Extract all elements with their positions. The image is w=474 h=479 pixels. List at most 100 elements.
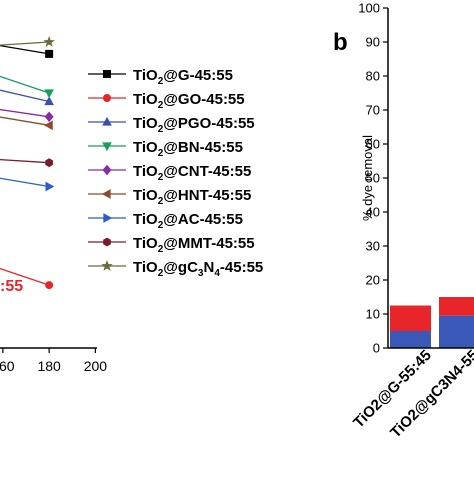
series-line	[0, 116, 50, 126]
data-point-marker	[102, 164, 112, 176]
bar-segment	[439, 315, 474, 348]
legend-label-subscript: 2	[158, 100, 164, 111]
legend-label-subscript: 2	[158, 268, 164, 279]
data-point-marker	[43, 35, 55, 47]
legend-label: TiO2@GO-45:55	[133, 91, 245, 111]
legend-entry-8: TiO2@MMT-45:55	[88, 235, 255, 255]
data-point-marker	[103, 237, 111, 247]
bar-segment	[390, 331, 431, 348]
panel-a-x-ticks: 160 180 200	[0, 348, 107, 374]
panel-b-y-tick-label: 10	[366, 307, 380, 322]
series-line	[0, 44, 50, 55]
legend-label-text: TiO	[133, 139, 158, 156]
legend-entry-4: TiO2@BN-45:55	[88, 139, 243, 159]
legend-label-subscript: 2	[158, 148, 164, 159]
legend-label-text: @PGO-45:55	[163, 115, 254, 132]
data-point-marker	[45, 49, 54, 58]
legend-label: TiO2@MMT-45:55	[133, 235, 255, 255]
data-point-marker	[44, 111, 54, 123]
panel-a-line-chart: 160 180 200 :55	[0, 35, 107, 374]
data-point-marker	[103, 94, 112, 103]
legend-entry-9: TiO2@gC3N4-45:55	[88, 259, 263, 279]
legend-label-text: TiO	[133, 211, 158, 228]
bar-segment	[439, 297, 474, 316]
legend-label: TiO2@gC3N4-45:55	[133, 259, 263, 279]
data-point-marker	[44, 96, 54, 106]
panel-a-annotation: :55	[0, 278, 23, 295]
data-point-marker	[45, 158, 53, 168]
series-line	[0, 89, 50, 103]
legend-label-subscript: 2	[158, 220, 164, 231]
series-8	[0, 158, 53, 168]
panel-b-y-tick-label: 40	[366, 205, 380, 220]
data-point-marker	[103, 213, 113, 223]
series-line	[0, 177, 50, 188]
series-7	[0, 177, 55, 192]
legend-label-subscript: 2	[158, 76, 164, 87]
series-4	[0, 75, 54, 99]
series-3	[0, 89, 54, 106]
legend-label-text: @MMT-45:55	[163, 235, 254, 252]
legend-label-text: TiO	[133, 259, 158, 276]
legend-entry-6: TiO2@HNT-45:55	[88, 187, 251, 207]
series-9	[0, 35, 55, 47]
legend-label-subscript: 2	[158, 124, 164, 135]
panel-b-y-tick-label: 60	[366, 137, 380, 152]
legend-entry-1: TiO2@G-45:55	[88, 67, 233, 87]
series-5	[0, 108, 54, 123]
data-point-marker	[103, 70, 112, 79]
legend-label: TiO2@BN-45:55	[133, 139, 243, 159]
panel-b-label: b	[333, 29, 348, 56]
series-2	[0, 267, 54, 290]
series-6	[0, 116, 53, 131]
series-line	[0, 267, 50, 286]
legend-label-text: -45:55	[220, 259, 263, 276]
data-point-marker	[44, 89, 54, 99]
legend-label-text: TiO	[133, 235, 158, 252]
series-line	[0, 75, 50, 94]
data-point-marker	[102, 142, 112, 152]
series-line	[0, 41, 50, 46]
legend-label: TiO2@AC-45:55	[133, 211, 243, 231]
data-point-marker	[102, 116, 112, 126]
legend-label-text: TiO	[133, 67, 158, 84]
data-point-marker	[45, 181, 55, 192]
legend-label: TiO2@HNT-45:55	[133, 187, 251, 207]
legend-label: TiO2@CNT-45:55	[133, 163, 251, 183]
panel-b-bar-chart: b % dye removal 0 10 20 30 40 50 60 70 80 90 100 T…	[333, 1, 474, 441]
legend-label-text: TiO	[133, 163, 158, 180]
panel-b-y-tick-label: 90	[366, 35, 380, 50]
legend-label-text: @HNT-45:55	[163, 187, 251, 204]
legend-label-text: @AC-45:55	[163, 211, 243, 228]
panel-b-y-tick-label: 100	[358, 1, 380, 16]
panel-b-bars	[390, 297, 474, 348]
legend-label-text: TiO	[133, 91, 158, 108]
legend-label-text: @BN-45:55	[163, 139, 243, 156]
panel-b-y-tick-label: 70	[366, 103, 380, 118]
legend-entry-5: TiO2@CNT-45:55	[88, 163, 251, 183]
panel-b-y-tick-label: 80	[366, 69, 380, 84]
legend-label-text: @CNT-45:55	[163, 163, 251, 180]
panel-a-x-tick-label: 200	[84, 358, 108, 374]
legend-label-text: @G-45:55	[163, 67, 233, 84]
series-line	[0, 158, 50, 164]
legend-label-subscript: 2	[158, 244, 164, 255]
panel-b-x-tick-label: TiO2@G-55:45	[350, 347, 435, 432]
legend-label-text: TiO	[133, 115, 158, 132]
data-point-marker	[101, 259, 113, 271]
bar-segment	[390, 305, 431, 331]
data-point-marker	[101, 189, 111, 199]
panel-b-y-ticks: 0 10 20 30 40 50 60 70 80 90 100	[358, 1, 388, 356]
panel-a-x-tick-label: 180	[37, 358, 61, 374]
panel-b-y-tick-label: 30	[366, 239, 380, 254]
legend-label-text: @gC	[163, 259, 198, 276]
legend-label: TiO2@PGO-45:55	[133, 115, 255, 135]
panel-a-series	[0, 35, 55, 290]
legend-label-subscript: 4	[214, 268, 220, 279]
panel-b-y-axis-label: % dye removal	[360, 135, 375, 221]
series-line	[0, 108, 50, 118]
legend-label: TiO2@G-45:55	[133, 67, 233, 87]
panel-a-x-tick-label: 160	[0, 358, 15, 374]
